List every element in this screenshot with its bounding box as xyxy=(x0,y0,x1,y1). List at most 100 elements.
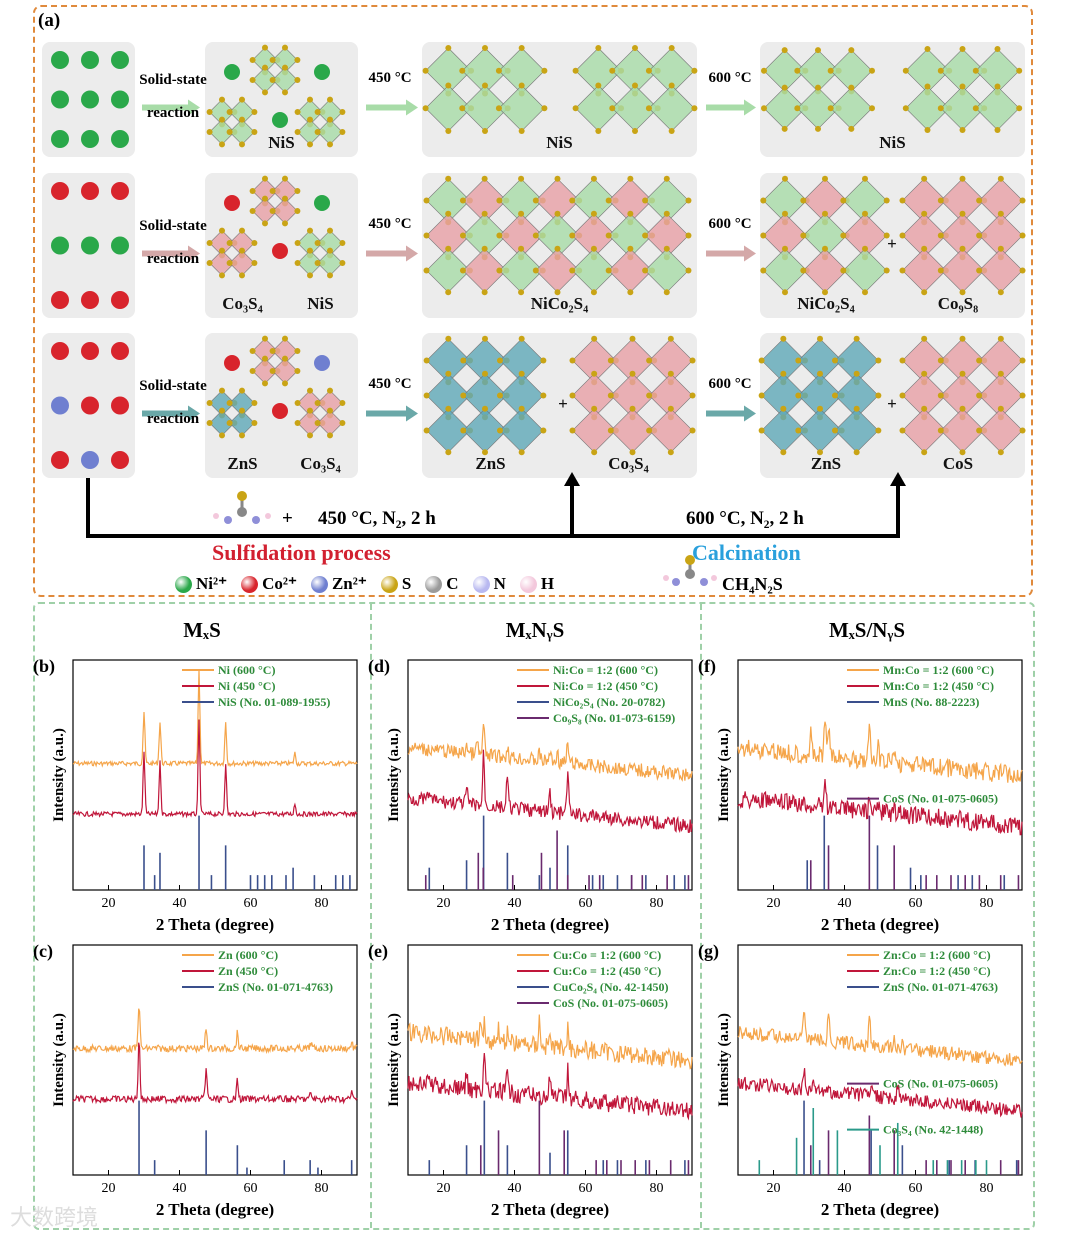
plus-sign: + xyxy=(887,233,897,253)
legend-label: Ni (450 °C) xyxy=(218,679,275,693)
x-tick-label: 80 xyxy=(980,896,994,911)
thiourea-formula: CH₄N₂S xyxy=(722,574,783,594)
phase-label: ZnS xyxy=(227,454,258,473)
x-tick-label: 80 xyxy=(315,1181,329,1196)
sulfidation-conditions: 450 °C, N₂, 2 h xyxy=(318,508,436,529)
legend-label: H xyxy=(540,574,555,593)
series-line xyxy=(72,1008,358,1055)
xrd-chart: 20 40 60 80 2 Theta (degree) Intensity (a.u.)… xyxy=(51,944,358,1219)
x-tick-label: 20 xyxy=(102,896,116,911)
ion-icon xyxy=(81,130,99,148)
legend-label: ZnS (No. 01-071-4763) xyxy=(218,980,333,994)
legend-label: CoS (No. 01-075-0605) xyxy=(553,996,668,1010)
crystal-structure-icon xyxy=(760,175,890,296)
solid-state-reaction-label: Solid-state reaction xyxy=(128,64,218,130)
watermark: 大数跨境 xyxy=(10,1206,99,1231)
ion-icon xyxy=(111,90,129,109)
phase-label: NiS xyxy=(307,294,334,313)
x-tick-label: 40 xyxy=(838,896,852,911)
ion-icon xyxy=(51,130,69,148)
crystal-structure-icon xyxy=(761,47,875,132)
series-line xyxy=(72,669,358,768)
xrd-chart: 20 40 60 80 2 Theta (degree) Intensity (a.u.)… xyxy=(386,944,693,1219)
ion-icon xyxy=(81,451,99,469)
x-tick-label: 80 xyxy=(315,896,329,911)
x-axis-label: 2 Theta (degree) xyxy=(156,1200,274,1219)
crystal-structure-icon xyxy=(294,96,346,148)
reaction-label: reaction xyxy=(146,250,200,267)
y-axis-label: Intensity (a.u.) xyxy=(386,728,402,822)
reaction-row xyxy=(42,173,1026,318)
y-axis-label: Intensity (a.u.) xyxy=(716,728,732,822)
ion-icon xyxy=(51,451,69,469)
legend-label: NiCo₂S₄ (No. 20-0782) xyxy=(553,695,665,709)
plus-sign: + xyxy=(887,393,897,413)
chart-legend: Zn:Co = 1:2 (600 °C) Zn:Co = 1:2 (450 °C)… xyxy=(847,948,998,1137)
series-line xyxy=(72,1042,358,1105)
crystal-structure-icon xyxy=(249,44,301,96)
x-tick-label: 60 xyxy=(579,896,593,911)
x-tick-label: 20 xyxy=(102,1181,116,1196)
legend-label: S xyxy=(401,574,412,593)
xrd-chart: 20 40 60 80 2 Theta (degree) Intensity (a.u.)… xyxy=(386,659,693,934)
atom-icon xyxy=(519,575,537,593)
atom-legend: Ni²⁺ Co²⁺ Zn²⁺ S C N H xyxy=(175,574,560,594)
temperature-450-label: 450 °C xyxy=(368,215,412,232)
legend-label: NiS (No. 01-089-1955) xyxy=(218,695,330,709)
ion-icon xyxy=(81,396,99,415)
phase-label: NiS xyxy=(546,133,573,152)
ion-icon xyxy=(111,182,129,200)
crystal-structure-icon xyxy=(249,175,301,227)
x-tick-label: 40 xyxy=(173,1181,187,1196)
y-axis-label: Intensity (a.u.) xyxy=(716,1013,732,1107)
reaction-label: reaction xyxy=(146,104,200,121)
temperature-600-label: 600 °C xyxy=(708,375,752,392)
ion-icon xyxy=(81,90,99,109)
temperature-600-label: 600 °C xyxy=(708,69,752,86)
calcination-label: Calcination xyxy=(692,540,801,565)
ion-icon xyxy=(51,291,69,309)
xrd-chart: 20 40 60 80 2 Theta (degree) Intensity (a.u.)… xyxy=(51,659,358,934)
ion-icon xyxy=(81,182,99,200)
y-axis-label: Intensity (a.u.) xyxy=(51,728,67,822)
x-axis-label: 2 Theta (degree) xyxy=(821,1200,939,1219)
ion-icon xyxy=(111,451,129,469)
ion-icon xyxy=(51,342,69,360)
crystal-structure-icon xyxy=(423,335,547,456)
ion-icon xyxy=(111,396,129,415)
chart-legend: Cu:Co = 1:2 (600 °C) Cu:Co = 1:2 (450 °C)… xyxy=(517,948,669,1010)
phase-label: ZnS xyxy=(810,454,842,473)
thiourea-molecule-icon xyxy=(663,555,717,586)
xrd-chart: 20 40 60 80 2 Theta (degree) Intensity (a.u.)… xyxy=(716,944,1023,1219)
legend-item: H xyxy=(519,574,555,594)
phase-label: CoS xyxy=(942,454,974,473)
series-line xyxy=(407,749,693,834)
column-divider xyxy=(370,604,372,1228)
series-line xyxy=(737,779,1023,836)
panel-a-frame xyxy=(33,5,1033,597)
crystal-structure-icon xyxy=(294,227,346,279)
phase-label: NiCo₂S₄ xyxy=(530,294,589,313)
plot-frame xyxy=(737,659,1023,891)
crystal-structure-icon xyxy=(569,335,696,456)
sulfidation-label: Sulfidation process xyxy=(212,540,391,565)
legend-label: Co₉S₈ (No. 01-073-6159) xyxy=(553,711,675,725)
legend-label: CoS (No. 01-075-0605) xyxy=(883,792,998,806)
crystal-structure-icon xyxy=(249,335,301,387)
plus-sign: + xyxy=(282,508,293,529)
crystal-structure-icon xyxy=(422,45,548,134)
panel-letter: (g) xyxy=(698,941,719,961)
legend-label: Zn (600 °C) xyxy=(218,948,278,962)
process-arrows xyxy=(86,472,906,538)
legend-label: Ni:Co = 1:2 (600 °C) xyxy=(553,663,658,677)
crystal-structure-icon xyxy=(206,96,258,148)
phase-label: NiCo₂S₄ xyxy=(797,294,855,313)
plus-sign: + xyxy=(558,393,568,413)
panel-letter: (e) xyxy=(368,941,388,961)
legend-label: Ni (600 °C) xyxy=(218,663,275,677)
x-tick-label: 40 xyxy=(838,1181,852,1196)
legend-label: ZnS (No. 01-071-4763) xyxy=(883,980,998,994)
phase-label: ZnS xyxy=(475,454,506,473)
plot-frame xyxy=(72,659,358,891)
x-tick-label: 60 xyxy=(579,1181,593,1196)
